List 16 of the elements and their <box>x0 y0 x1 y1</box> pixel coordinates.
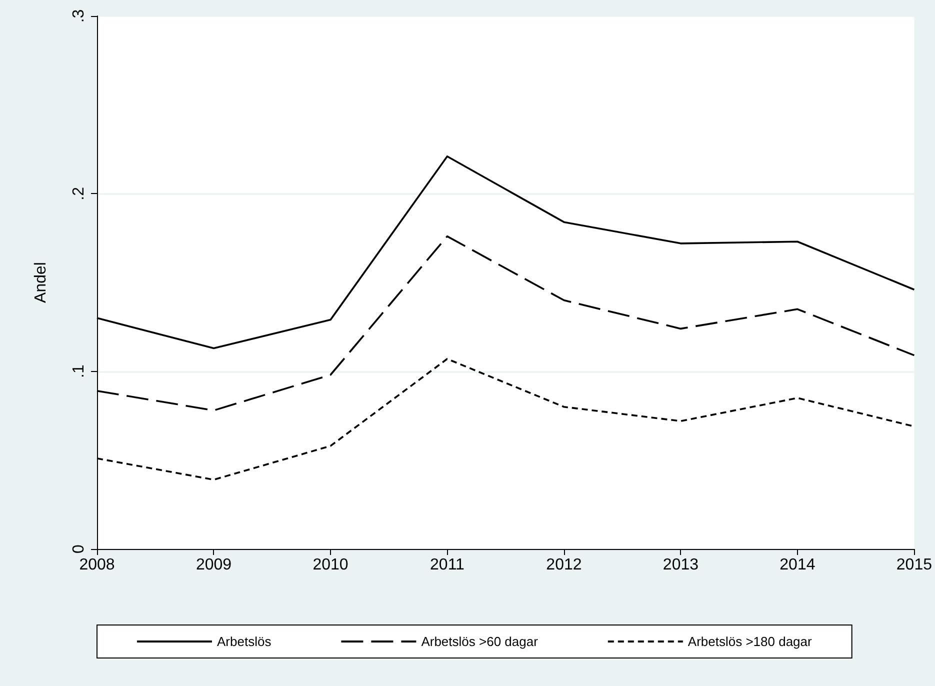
x-tick-label: 2012 <box>546 556 582 574</box>
x-tick-label: 2014 <box>780 556 816 574</box>
x-tick-label: 2008 <box>79 556 115 574</box>
legend-label: Arbetslös >180 dagar <box>688 634 813 649</box>
y-tick-label: .2 <box>70 186 88 200</box>
x-tick-label: 2013 <box>662 556 699 574</box>
y-tick-label: .3 <box>70 9 88 23</box>
x-tick-label: 2011 <box>430 556 465 574</box>
x-tick-label: 2015 <box>896 556 932 574</box>
y-axis-title: Andel <box>32 262 50 303</box>
y-tick-label: .1 <box>70 364 88 378</box>
x-tick-label: 2009 <box>196 556 232 574</box>
y-tick-label: 0 <box>70 544 88 554</box>
text: Arbetslös <box>217 634 272 649</box>
legend-label: Arbetslös >60 dagar <box>421 634 539 649</box>
x-tick-label: 2010 <box>312 556 348 574</box>
